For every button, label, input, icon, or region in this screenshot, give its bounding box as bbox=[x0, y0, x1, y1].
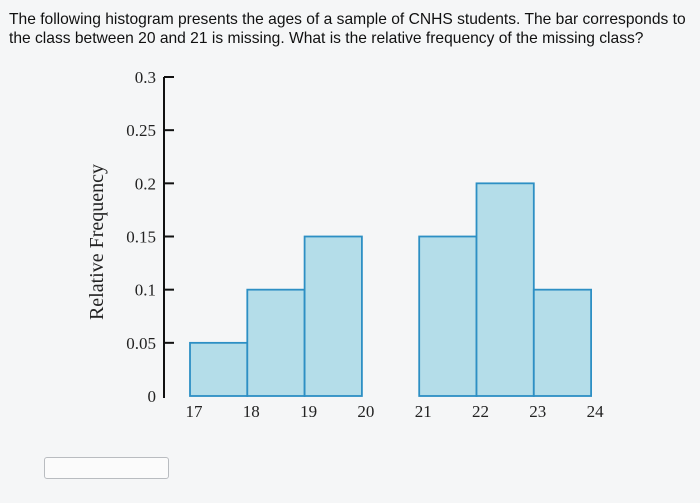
y-tick-label: 0.15 bbox=[126, 228, 156, 247]
histogram-bar bbox=[246, 288, 306, 397]
x-tick-label: 24 bbox=[587, 402, 605, 421]
x-tick-label: 21 bbox=[415, 402, 432, 421]
y-tick-label: 0.2 bbox=[135, 174, 156, 193]
x-tick-label: 22 bbox=[472, 402, 489, 421]
y-tick-label: 0.05 bbox=[126, 334, 156, 353]
question-text: The following histogram presents the age… bbox=[9, 11, 686, 47]
x-tick-label: 18 bbox=[243, 402, 260, 421]
x-tick-label: 20 bbox=[357, 402, 374, 421]
histogram-chart: Relative Frequency 0 0.05 0.1 0.15 0.2 0.25 0.… bbox=[86, 68, 605, 421]
x-tick-label: 19 bbox=[300, 402, 317, 421]
histogram-bar bbox=[532, 288, 592, 397]
x-tick-label: 17 bbox=[186, 402, 204, 421]
y-axis: 0 0.05 0.1 0.15 0.2 0.25 0.3 bbox=[126, 68, 174, 406]
y-tick-label: 0.25 bbox=[126, 121, 156, 140]
y-tick-label: 0.3 bbox=[135, 68, 156, 87]
histogram-bar bbox=[189, 341, 249, 397]
histogram-bar bbox=[418, 235, 478, 397]
bars-group bbox=[189, 182, 592, 397]
x-tick-label: 23 bbox=[529, 402, 546, 421]
y-tick-label: 0.1 bbox=[135, 281, 156, 300]
answer-input[interactable] bbox=[44, 457, 169, 479]
histogram-bar bbox=[303, 235, 363, 397]
y-axis-label: Relative Frequency bbox=[86, 164, 108, 320]
y-tick-label: 0 bbox=[148, 387, 157, 406]
histogram-bar bbox=[475, 182, 535, 397]
x-axis: 17 18 19 20 21 22 23 24 bbox=[186, 402, 605, 421]
